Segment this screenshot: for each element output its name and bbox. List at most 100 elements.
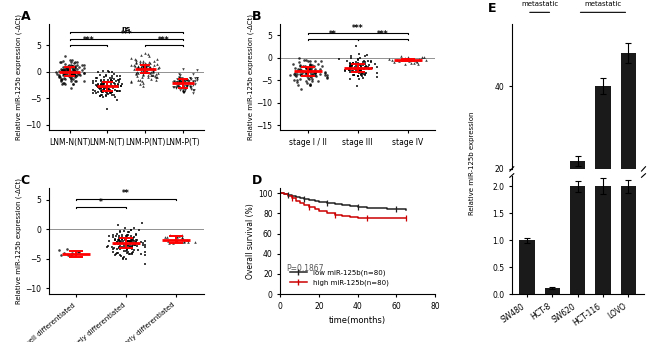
Point	[72, 70, 83, 75]
Point	[339, 68, 350, 73]
Point	[153, 66, 163, 71]
Point	[131, 243, 142, 248]
Point	[419, 54, 429, 60]
Point	[179, 238, 189, 244]
Point	[68, 67, 78, 72]
Point	[64, 73, 74, 79]
Point	[70, 72, 81, 77]
Point	[140, 68, 150, 73]
Point	[177, 88, 188, 93]
Point	[302, 70, 313, 76]
Point	[309, 68, 319, 73]
Point	[305, 82, 315, 88]
Point	[66, 76, 76, 82]
Point	[97, 92, 107, 97]
Point	[94, 84, 105, 90]
Point	[174, 71, 184, 77]
Point	[93, 69, 103, 74]
Point	[414, 56, 424, 62]
Point	[129, 241, 139, 247]
Point	[79, 70, 89, 76]
Point	[91, 82, 101, 88]
Point	[289, 71, 300, 77]
Point	[105, 75, 115, 80]
Point	[61, 67, 72, 72]
Point	[129, 247, 139, 252]
Point	[66, 69, 76, 75]
Point	[143, 63, 153, 68]
Text: P=0.1867: P=0.1867	[287, 264, 324, 273]
Point	[110, 83, 120, 89]
Point	[63, 67, 73, 73]
Point	[356, 62, 366, 68]
Point	[305, 74, 315, 79]
Point	[58, 70, 68, 75]
Point	[119, 242, 129, 248]
Point	[106, 90, 116, 95]
Point	[113, 77, 124, 83]
Point	[139, 69, 150, 75]
Point	[98, 94, 108, 99]
Point	[387, 57, 397, 63]
Point	[174, 78, 185, 83]
Point	[59, 80, 70, 86]
Point	[54, 72, 64, 77]
Point	[305, 82, 315, 87]
Point	[174, 77, 184, 83]
Point	[306, 72, 317, 77]
Point	[95, 84, 105, 89]
Point	[92, 76, 102, 81]
Point	[309, 66, 320, 72]
Point	[135, 77, 145, 83]
Point	[354, 67, 364, 73]
Point	[68, 63, 78, 68]
Point	[142, 74, 153, 79]
Point	[99, 87, 109, 93]
Point	[122, 232, 132, 238]
Point	[133, 70, 144, 76]
Point	[148, 66, 159, 71]
Point	[125, 62, 136, 68]
Point	[300, 72, 311, 78]
Point	[133, 65, 143, 70]
Point	[313, 78, 323, 84]
Point	[108, 247, 118, 252]
Point	[307, 72, 317, 78]
Point	[292, 77, 302, 82]
Point	[61, 69, 72, 74]
Point	[59, 75, 70, 81]
Point	[173, 81, 183, 87]
Point	[138, 61, 148, 66]
Point	[67, 57, 77, 63]
Point	[58, 250, 69, 255]
Point	[306, 61, 316, 67]
Point	[127, 244, 138, 249]
Point	[60, 53, 70, 58]
Point	[51, 71, 62, 77]
Point	[290, 70, 300, 76]
Point	[119, 244, 129, 250]
Point	[164, 241, 174, 246]
Point	[110, 94, 120, 100]
Point	[295, 72, 306, 77]
Point	[108, 85, 118, 91]
Point	[168, 78, 179, 83]
Point	[184, 78, 194, 84]
Point	[396, 53, 406, 59]
Point	[112, 250, 123, 255]
Point	[350, 64, 360, 69]
Point	[179, 83, 189, 89]
Point	[295, 71, 306, 76]
Point	[91, 90, 101, 96]
Point	[148, 65, 158, 71]
Point	[182, 78, 192, 83]
Point	[137, 63, 148, 68]
Point	[116, 245, 127, 250]
Point	[138, 64, 149, 69]
Point	[172, 238, 182, 244]
Text: ***: ***	[377, 30, 389, 39]
Point	[307, 64, 318, 70]
Point	[127, 238, 138, 243]
Point	[291, 73, 301, 79]
Point	[112, 84, 123, 89]
